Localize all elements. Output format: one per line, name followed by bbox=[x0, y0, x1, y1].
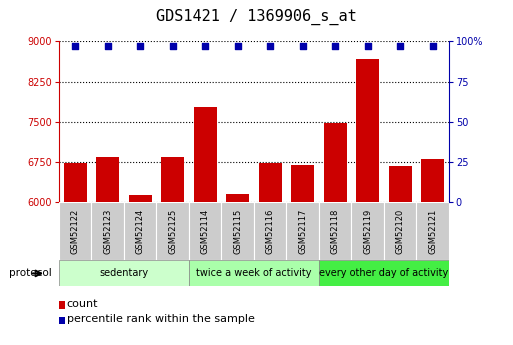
Text: GSM52120: GSM52120 bbox=[396, 208, 405, 254]
Point bbox=[364, 43, 372, 49]
Bar bbox=[189, 202, 222, 260]
Point bbox=[104, 43, 112, 49]
Text: GSM52114: GSM52114 bbox=[201, 208, 210, 254]
Text: percentile rank within the sample: percentile rank within the sample bbox=[67, 314, 254, 324]
Text: GSM52121: GSM52121 bbox=[428, 208, 437, 254]
Bar bbox=[324, 123, 347, 202]
Text: every other day of activity: every other day of activity bbox=[319, 268, 448, 278]
Bar bbox=[189, 260, 319, 286]
Bar bbox=[259, 163, 282, 202]
Bar bbox=[64, 163, 87, 202]
Point bbox=[233, 43, 242, 49]
Point bbox=[201, 43, 209, 49]
Bar bbox=[319, 202, 351, 260]
Bar bbox=[254, 202, 286, 260]
Bar bbox=[129, 195, 152, 202]
Text: protocol: protocol bbox=[9, 268, 51, 278]
Bar bbox=[194, 107, 216, 202]
Bar bbox=[286, 202, 319, 260]
Text: GSM52117: GSM52117 bbox=[298, 208, 307, 254]
Bar bbox=[161, 157, 184, 202]
Bar bbox=[156, 202, 189, 260]
Bar bbox=[351, 202, 384, 260]
Bar bbox=[389, 166, 411, 202]
Bar bbox=[96, 157, 119, 202]
Text: GSM52115: GSM52115 bbox=[233, 208, 242, 254]
Text: count: count bbox=[67, 299, 98, 308]
Text: GSM52116: GSM52116 bbox=[266, 208, 274, 254]
Point bbox=[396, 43, 404, 49]
Text: GSM52118: GSM52118 bbox=[331, 208, 340, 254]
Bar bbox=[226, 194, 249, 202]
Bar bbox=[59, 260, 189, 286]
Bar bbox=[91, 202, 124, 260]
Point bbox=[71, 43, 80, 49]
Bar bbox=[291, 166, 314, 202]
Bar bbox=[124, 202, 156, 260]
Bar bbox=[417, 202, 449, 260]
Bar bbox=[421, 158, 444, 202]
Bar bbox=[384, 202, 417, 260]
Point bbox=[428, 43, 437, 49]
Bar bbox=[222, 202, 254, 260]
Text: sedentary: sedentary bbox=[100, 268, 149, 278]
Text: GDS1421 / 1369906_s_at: GDS1421 / 1369906_s_at bbox=[156, 9, 357, 25]
Text: GSM52119: GSM52119 bbox=[363, 208, 372, 254]
Text: GSM52123: GSM52123 bbox=[103, 208, 112, 254]
Point bbox=[299, 43, 307, 49]
Point bbox=[331, 43, 339, 49]
Text: GSM52125: GSM52125 bbox=[168, 208, 177, 254]
Point bbox=[136, 43, 144, 49]
Bar bbox=[59, 202, 91, 260]
Point bbox=[266, 43, 274, 49]
Bar bbox=[356, 59, 379, 202]
Text: twice a week of activity: twice a week of activity bbox=[196, 268, 312, 278]
Bar bbox=[319, 260, 449, 286]
Point bbox=[169, 43, 177, 49]
Text: GSM52124: GSM52124 bbox=[136, 208, 145, 254]
Text: GSM52122: GSM52122 bbox=[71, 208, 80, 254]
